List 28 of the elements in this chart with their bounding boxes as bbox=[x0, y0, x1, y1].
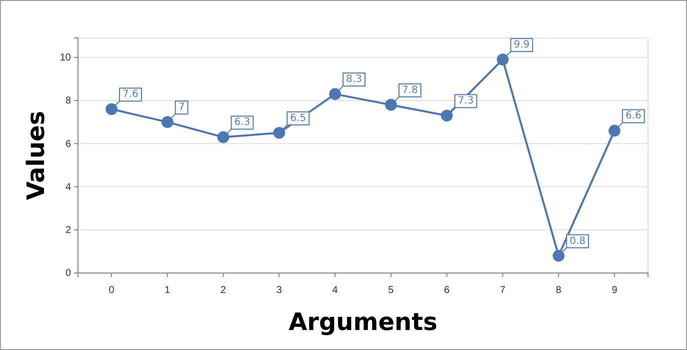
y-tick-label: 2 bbox=[65, 225, 72, 236]
data-label: 6.3 bbox=[234, 117, 250, 128]
x-tick-label: 2 bbox=[220, 285, 227, 296]
y-tick-label: 4 bbox=[65, 182, 72, 193]
data-label: 8.3 bbox=[346, 74, 362, 86]
x-tick-label: 5 bbox=[388, 285, 394, 296]
data-label: 7 bbox=[178, 102, 185, 114]
data-label: 6.5 bbox=[290, 112, 306, 124]
y-axis-title: Values bbox=[22, 110, 50, 200]
y-tick-label: 0 bbox=[65, 268, 72, 280]
x-axis-title: Arguments bbox=[288, 308, 438, 336]
data-label: 7.6 bbox=[122, 89, 138, 100]
data-label: 9.9 bbox=[514, 40, 530, 51]
data-label: 0.8 bbox=[570, 236, 586, 247]
x-tick-label: 7 bbox=[500, 285, 506, 296]
data-label: 7.3 bbox=[458, 96, 474, 107]
x-tick-label: 0 bbox=[108, 285, 115, 296]
x-tick-label: 9 bbox=[612, 285, 618, 296]
x-tick-label: 3 bbox=[276, 285, 282, 296]
x-tick-label: 6 bbox=[444, 285, 450, 296]
x-tick-label: 1 bbox=[164, 285, 171, 296]
y-tick-label: 8 bbox=[65, 96, 72, 107]
x-tick-label: 8 bbox=[556, 285, 562, 296]
x-tick-label: 4 bbox=[332, 285, 338, 296]
y-tick-label: 10 bbox=[60, 52, 72, 64]
data-label: 6.6 bbox=[625, 110, 642, 122]
y-tick-label: 6 bbox=[65, 138, 72, 150]
data-label: 7.8 bbox=[402, 84, 418, 96]
